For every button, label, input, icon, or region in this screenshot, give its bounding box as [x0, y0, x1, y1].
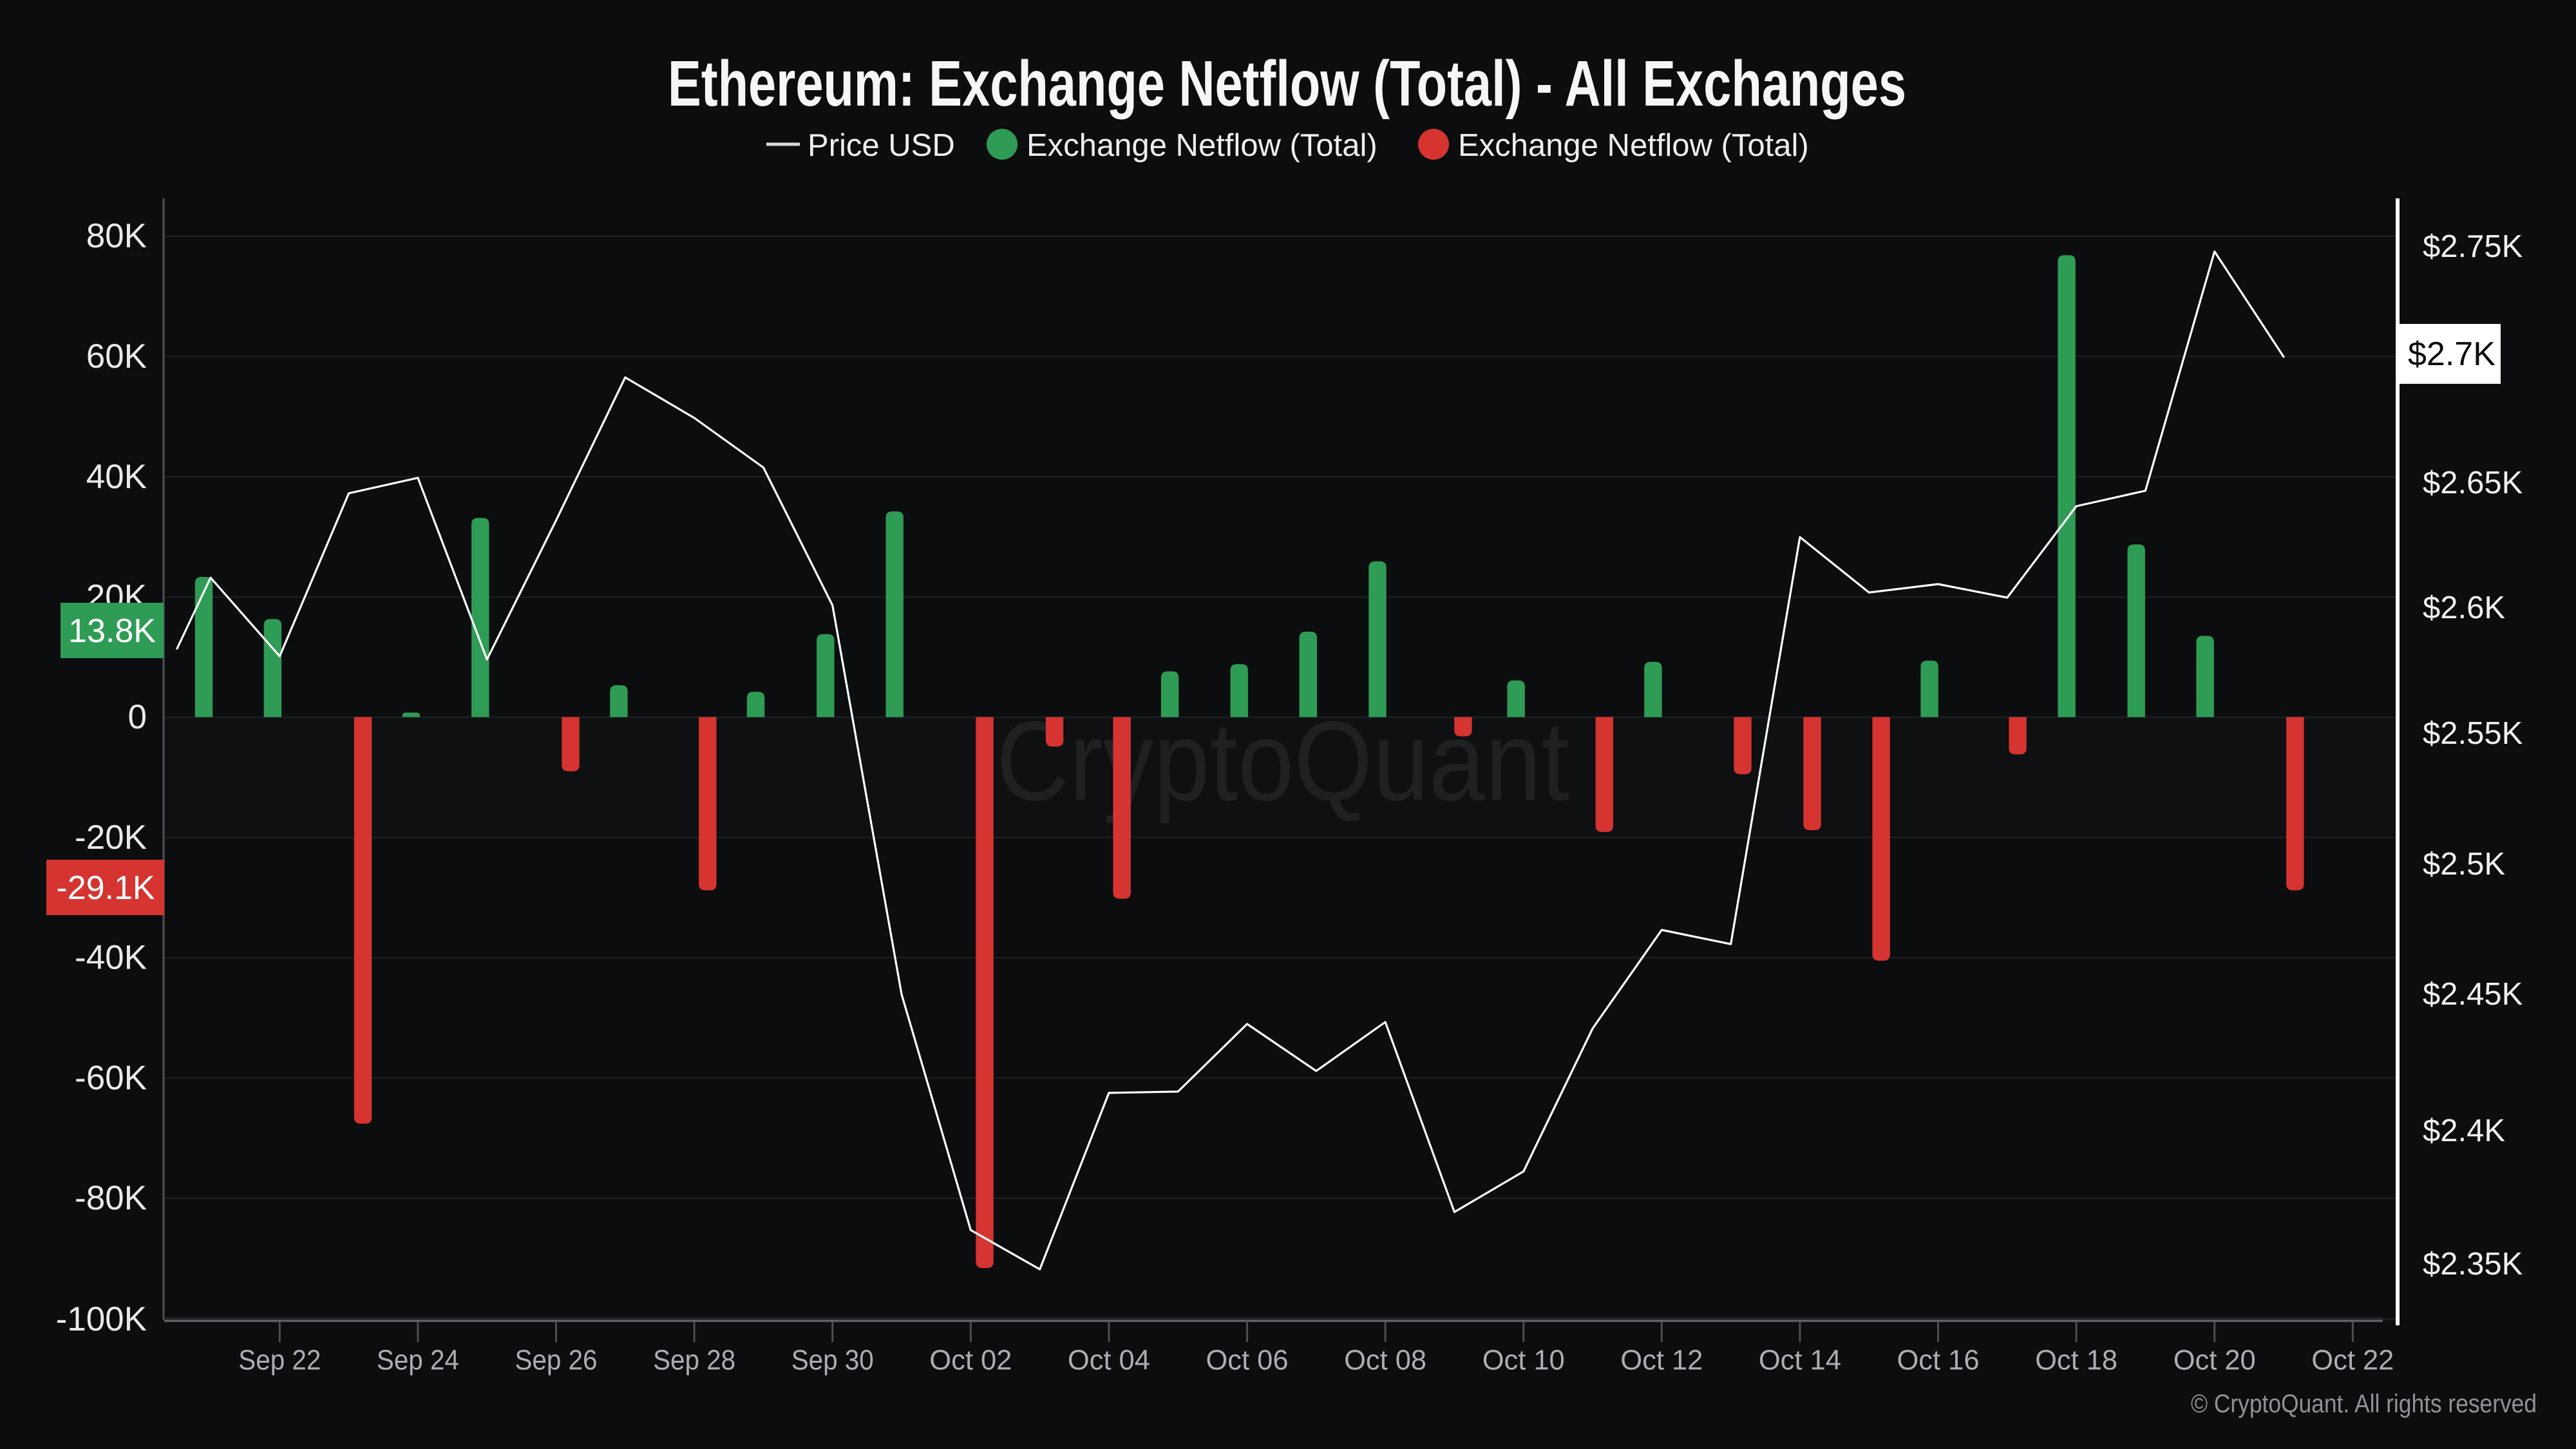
svg-text:Oct 08: Oct 08 — [1344, 1345, 1426, 1376]
svg-text:Oct 20: Oct 20 — [2174, 1345, 2256, 1376]
svg-text:$2.55K: $2.55K — [2423, 716, 2523, 751]
svg-text:Oct 14: Oct 14 — [1759, 1345, 1841, 1376]
svg-text:-60K: -60K — [75, 1059, 147, 1097]
svg-text:Oct 18: Oct 18 — [2035, 1345, 2117, 1376]
svg-text:$2.65K: $2.65K — [2423, 466, 2523, 500]
svg-text:13.8K: 13.8K — [68, 612, 156, 650]
svg-text:$2.45K: $2.45K — [2423, 977, 2523, 1012]
svg-text:Sep 30: Sep 30 — [791, 1345, 874, 1376]
svg-text:Oct 22: Oct 22 — [2311, 1345, 2394, 1376]
svg-text:Oct 16: Oct 16 — [1897, 1345, 1980, 1376]
svg-text:80K: 80K — [86, 217, 147, 255]
svg-text:Ethereum: Exchange Netflow (To: Ethereum: Exchange Netflow (Total) - All… — [668, 48, 1906, 120]
svg-text:CryptoQuant: CryptoQuant — [996, 699, 1569, 824]
svg-text:-29.1K: -29.1K — [56, 869, 155, 907]
svg-text:$2.5K: $2.5K — [2423, 847, 2505, 882]
svg-text:-80K: -80K — [75, 1179, 147, 1217]
svg-text:Oct 06: Oct 06 — [1206, 1345, 1289, 1376]
svg-text:Oct 04: Oct 04 — [1068, 1345, 1150, 1376]
svg-text:Oct 02: Oct 02 — [929, 1345, 1012, 1376]
svg-text:-100K: -100K — [56, 1300, 147, 1338]
svg-text:Sep 28: Sep 28 — [653, 1345, 735, 1376]
svg-text:0: 0 — [128, 698, 147, 736]
svg-text:Sep 22: Sep 22 — [238, 1345, 321, 1376]
svg-text:Price USD: Price USD — [808, 128, 955, 163]
svg-text:$2.7K: $2.7K — [2408, 336, 2496, 373]
svg-text:60K: 60K — [86, 337, 147, 375]
svg-text:$2.75K: $2.75K — [2423, 229, 2523, 264]
svg-text:Oct 10: Oct 10 — [1482, 1345, 1565, 1376]
svg-text:-20K: -20K — [75, 819, 147, 857]
svg-text:Oct 12: Oct 12 — [1620, 1345, 1703, 1376]
svg-text:40K: 40K — [86, 458, 147, 496]
svg-text:-40K: -40K — [75, 939, 147, 977]
svg-text:$2.4K: $2.4K — [2423, 1113, 2505, 1148]
svg-text:Exchange Netflow (Total): Exchange Netflow (Total) — [1027, 128, 1378, 163]
svg-text:$2.6K: $2.6K — [2423, 591, 2505, 625]
svg-text:Sep 24: Sep 24 — [377, 1345, 459, 1376]
svg-text:$2.35K: $2.35K — [2423, 1247, 2523, 1282]
svg-text:Exchange Netflow (Total): Exchange Netflow (Total) — [1458, 128, 1809, 163]
svg-text:Sep 26: Sep 26 — [515, 1345, 598, 1376]
svg-text:© CryptoQuant. All rights rese: © CryptoQuant. All rights reserved — [2191, 1390, 2537, 1418]
